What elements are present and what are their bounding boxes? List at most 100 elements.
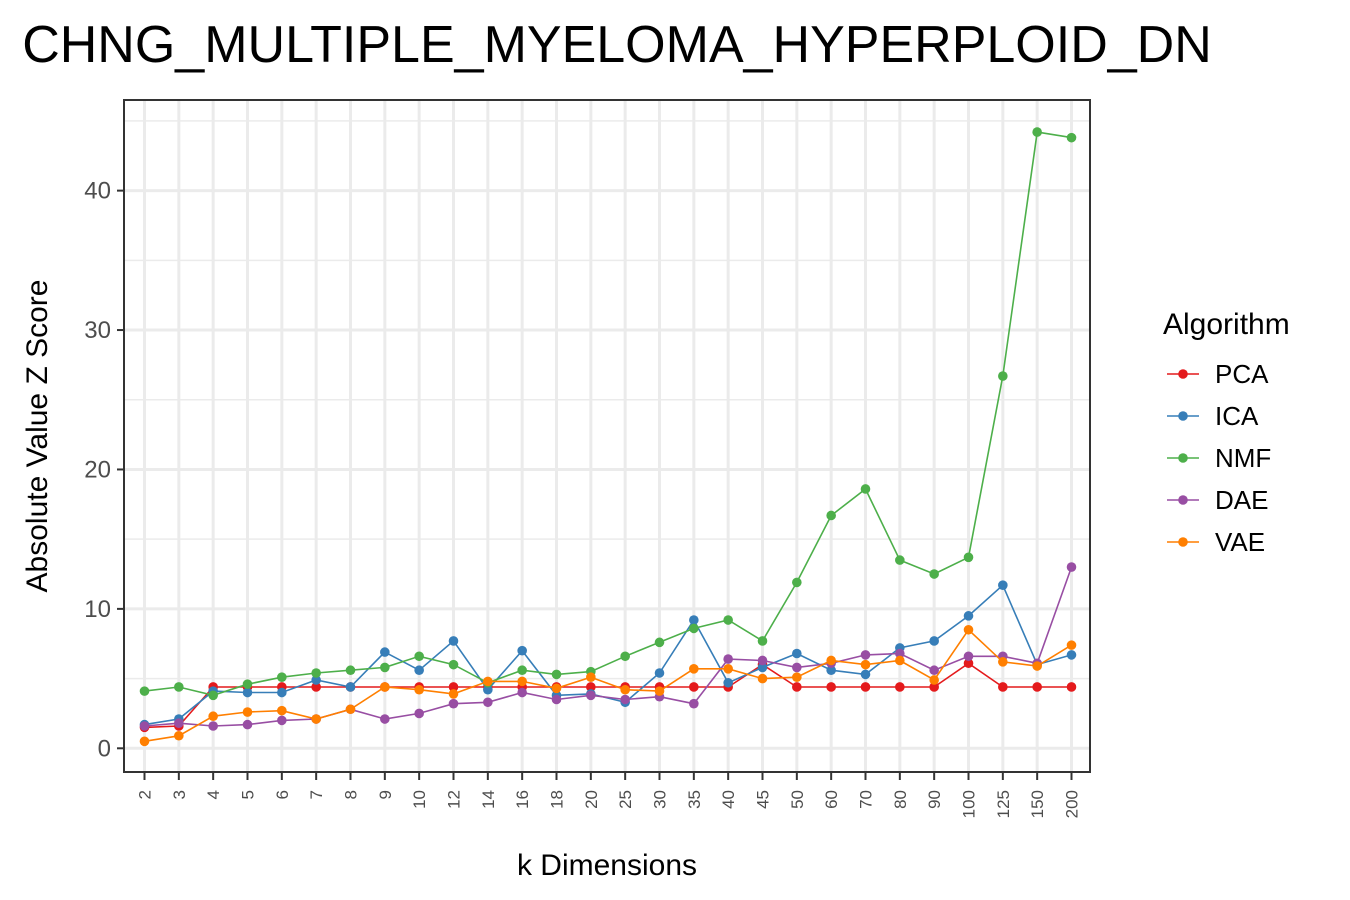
data-point-nmf: [552, 670, 562, 680]
data-point-nmf: [311, 668, 321, 678]
data-point-dae: [689, 699, 699, 709]
data-point-dae: [1067, 562, 1077, 572]
legend-item-pca: PCA: [1167, 359, 1269, 389]
y-tick-label: 30: [84, 317, 111, 344]
data-point-nmf: [414, 651, 424, 661]
data-point-nmf: [964, 552, 974, 562]
data-point-pca: [861, 682, 871, 692]
data-point-nmf: [929, 569, 939, 579]
data-point-vae: [861, 660, 871, 670]
legend-key-point: [1178, 453, 1188, 463]
data-point-pca: [998, 682, 1008, 692]
data-point-vae: [483, 677, 493, 687]
data-point-ica: [723, 678, 733, 688]
data-point-vae: [277, 706, 287, 716]
data-point-vae: [380, 682, 390, 692]
data-point-vae: [1067, 640, 1077, 650]
data-point-pca: [1067, 682, 1077, 692]
data-point-ica: [861, 670, 871, 680]
data-point-ica: [964, 611, 974, 621]
data-point-nmf: [346, 665, 356, 675]
data-point-vae: [964, 625, 974, 635]
x-tick-label: 40: [719, 790, 738, 809]
x-tick-label: 60: [822, 790, 841, 809]
data-point-nmf: [655, 638, 665, 648]
x-tick-label: 7: [307, 790, 326, 799]
data-point-dae: [792, 663, 802, 673]
data-point-dae: [861, 650, 871, 660]
grid: [124, 100, 1090, 772]
x-tick-label: 80: [891, 790, 910, 809]
data-point-vae: [1032, 661, 1042, 671]
legend-key-point: [1178, 537, 1188, 547]
data-point-nmf: [243, 679, 253, 689]
data-point-dae: [758, 656, 768, 666]
data-point-dae: [414, 709, 424, 719]
data-point-vae: [895, 656, 905, 666]
data-point-ica: [243, 688, 253, 698]
data-point-nmf: [1032, 127, 1042, 137]
data-point-ica: [517, 646, 527, 656]
data-point-vae: [174, 731, 184, 741]
data-point-ica: [449, 636, 459, 646]
legend-key-point: [1178, 369, 1188, 379]
legend-title: Algorithm: [1163, 308, 1290, 341]
legend-label: ICA: [1215, 401, 1259, 431]
legend-label: PCA: [1215, 359, 1269, 389]
x-tick-label: 35: [685, 790, 704, 809]
x-tick-label: 18: [548, 790, 567, 809]
y-axis-title: Absolute Value Z Score: [21, 280, 54, 593]
data-point-nmf: [380, 663, 390, 673]
data-point-nmf: [174, 682, 184, 692]
data-point-vae: [243, 707, 253, 717]
x-tick-label: 125: [994, 790, 1013, 818]
data-point-ica: [689, 615, 699, 625]
legend-label: NMF: [1215, 443, 1271, 473]
data-point-vae: [826, 656, 836, 666]
data-point-vae: [929, 675, 939, 685]
data-point-ica: [792, 649, 802, 659]
data-point-dae: [174, 718, 184, 728]
x-tick-label: 14: [479, 790, 498, 809]
data-point-nmf: [1067, 133, 1077, 143]
series-dae: [140, 562, 1077, 731]
data-point-nmf: [517, 665, 527, 675]
x-tick-label: 8: [342, 790, 361, 799]
y-tick-label: 10: [84, 596, 111, 623]
data-point-dae: [243, 720, 253, 730]
data-point-pca: [826, 682, 836, 692]
series-line-nmf: [145, 132, 1072, 695]
data-point-nmf: [689, 624, 699, 634]
data-point-vae: [655, 686, 665, 696]
data-point-vae: [449, 689, 459, 699]
x-axis-title: k Dimensions: [517, 849, 697, 882]
data-point-ica: [414, 665, 424, 675]
x-tick-label: 4: [204, 790, 223, 799]
legend-item-ica: ICA: [1167, 401, 1259, 431]
y-tick-label: 40: [84, 178, 111, 205]
data-point-nmf: [861, 484, 871, 494]
data-point-vae: [517, 677, 527, 687]
x-tick-label: 70: [857, 790, 876, 809]
legend-item-dae: DAE: [1167, 485, 1268, 515]
data-point-nmf: [140, 686, 150, 696]
x-tick-label: 90: [925, 790, 944, 809]
legend-label: VAE: [1215, 527, 1265, 557]
data-point-ica: [929, 636, 939, 646]
y-tick-label: 20: [84, 456, 111, 483]
x-tick-label: 5: [239, 790, 258, 799]
data-point-ica: [380, 647, 390, 657]
data-point-vae: [140, 737, 150, 747]
data-point-pca: [792, 682, 802, 692]
x-tick-label: 50: [788, 790, 807, 809]
x-tick-label: 150: [1028, 790, 1047, 818]
x-tick-label: 3: [170, 790, 189, 799]
data-point-pca: [689, 682, 699, 692]
legend: Algorithm PCA ICA NMF DAE VAE: [1163, 308, 1290, 557]
series-line-dae: [145, 567, 1072, 726]
series-nmf: [140, 127, 1077, 700]
legend-item-nmf: NMF: [1167, 443, 1271, 473]
data-point-nmf: [723, 615, 733, 625]
